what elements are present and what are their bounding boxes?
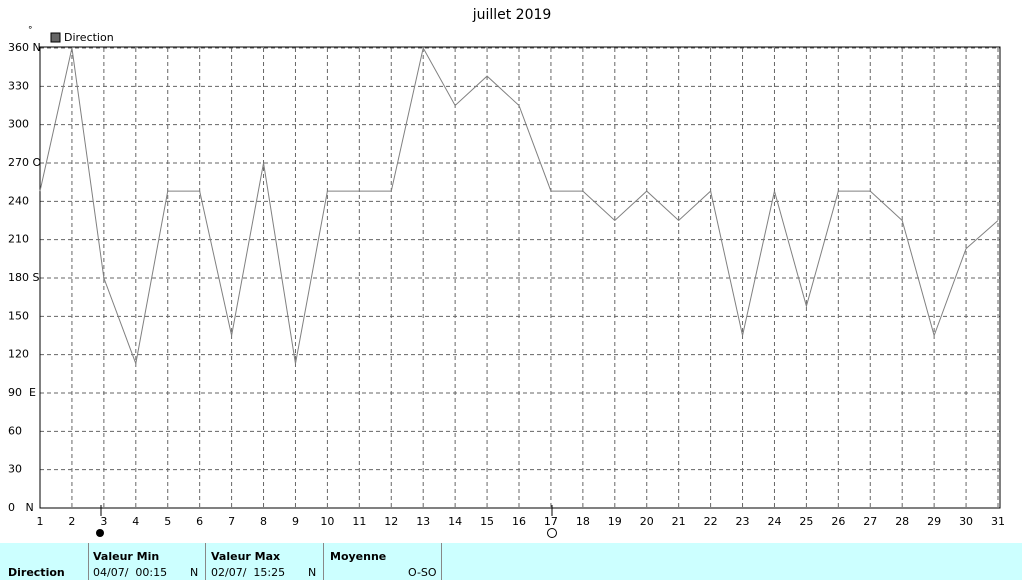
x-tick-label: 16: [512, 515, 526, 528]
y-tick-label: 180 S: [8, 271, 39, 284]
x-tick-label: 13: [416, 515, 430, 528]
y-tick-label: 120: [8, 348, 29, 361]
min-dir: N: [190, 566, 199, 579]
legend-swatch: [50, 32, 61, 43]
max-marker: [547, 528, 557, 538]
row-label: Direction: [8, 566, 65, 579]
x-tick-label: 4: [132, 515, 139, 528]
x-tick-label: 30: [959, 515, 973, 528]
mean-value: O-SO: [408, 566, 437, 579]
summary-mean: Moyenne O-SO: [324, 543, 442, 580]
summary-max: Valeur Max 02/07/ 15:25 N: [206, 543, 324, 580]
x-tick-label: 20: [640, 515, 654, 528]
y-tick-label: 60: [8, 424, 22, 437]
x-tick-label: 25: [799, 515, 813, 528]
x-tick-label: 7: [228, 515, 235, 528]
min-header: Valeur Min: [93, 550, 160, 563]
x-tick-label: 2: [68, 515, 75, 528]
x-tick-label: 3: [100, 515, 107, 528]
plot-frame: [39, 46, 1001, 509]
x-tick-label: 17: [544, 515, 558, 528]
x-tick-label: 29: [927, 515, 941, 528]
x-tick-label: 18: [576, 515, 590, 528]
x-tick-label: 11: [352, 515, 366, 528]
x-tick-label: 6: [196, 515, 203, 528]
y-tick-label: 300: [8, 118, 29, 131]
x-tick-label: 8: [260, 515, 267, 528]
x-tick-label: 23: [736, 515, 750, 528]
y-tick-label: 360 N: [8, 41, 41, 54]
x-tick-label: 15: [480, 515, 494, 528]
x-tick-label: 9: [292, 515, 299, 528]
x-tick-label: 22: [704, 515, 718, 528]
max-dir: N: [308, 566, 317, 579]
y-tick-label: 270 O: [8, 156, 41, 169]
y-tick-label: 240: [8, 194, 29, 207]
mean-header: Moyenne: [330, 550, 387, 563]
legend-label: Direction: [64, 31, 114, 44]
x-tick-label: 24: [767, 515, 781, 528]
x-tick-label: 28: [895, 515, 909, 528]
x-tick-label: 26: [831, 515, 845, 528]
max-header: Valeur Max: [211, 550, 281, 563]
y-tick-label: 90 E: [8, 386, 36, 399]
x-tick-label: 14: [448, 515, 462, 528]
x-tick-label: 19: [608, 515, 622, 528]
x-tick-label: 27: [863, 515, 877, 528]
y-tick-label: 330: [8, 79, 29, 92]
y-tick-label: 210: [8, 233, 29, 246]
x-tick-label: 5: [164, 515, 171, 528]
x-tick-label: 31: [991, 515, 1005, 528]
summary-min: Valeur Min 04/07/ 00:15 N: [88, 543, 206, 580]
x-tick-label: 10: [320, 515, 334, 528]
y-tick-label: 30: [8, 463, 22, 476]
max-date: 02/07/ 15:25: [211, 566, 286, 579]
y-tick-label: 150: [8, 309, 29, 322]
chart-title: juillet 2019: [472, 7, 552, 23]
y-tick-label: 0 N: [8, 501, 34, 514]
min-marker: [96, 529, 104, 537]
summary-strip: Direction Valeur Min 04/07/ 00:15 N Vale…: [0, 543, 1022, 580]
summary-row-label: Direction: [0, 543, 89, 580]
x-tick-label: 12: [384, 515, 398, 528]
series-line: [39, 46, 999, 366]
y-unit: °: [28, 26, 33, 36]
x-tick-label: 21: [672, 515, 686, 528]
x-tick-label: 1: [37, 515, 44, 528]
min-date: 04/07/ 00:15: [93, 566, 168, 579]
